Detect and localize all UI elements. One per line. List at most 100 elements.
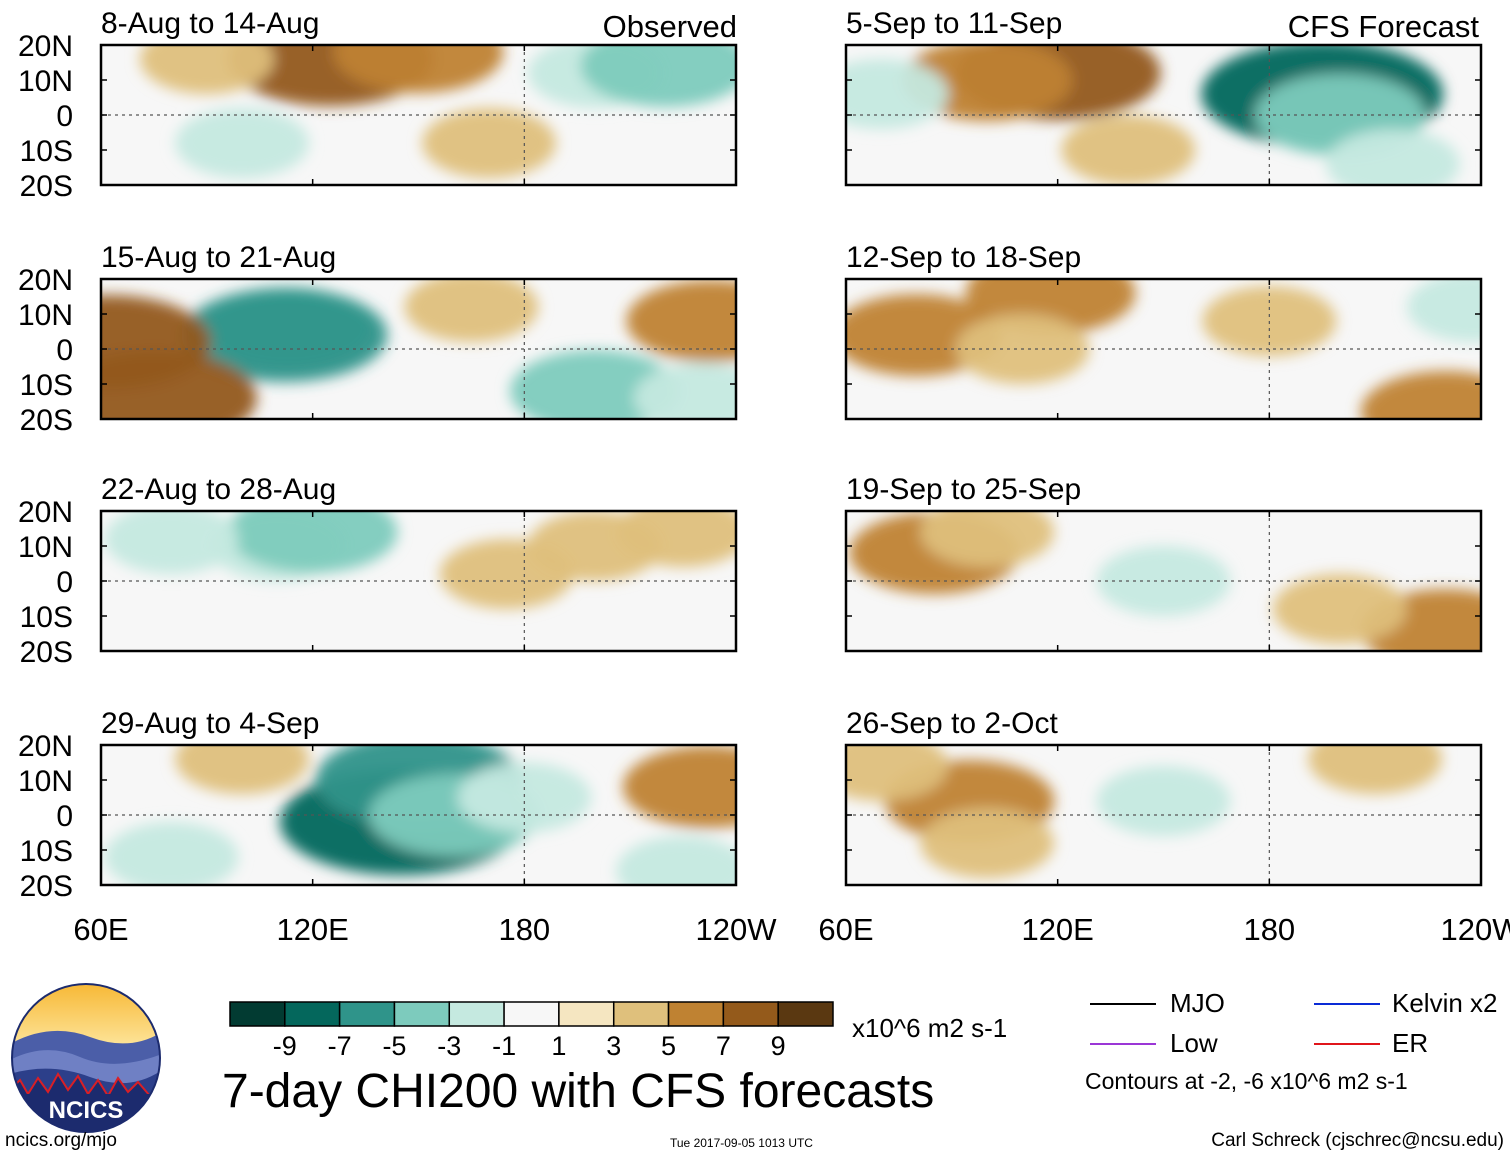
lat-tick-label: 10N [18,299,73,332]
logo-text: NCICS [49,1097,124,1124]
chart-title: 7-day CHI200 with CFS forecasts [222,1065,935,1118]
anomaly-blob [101,295,212,389]
legend-label: ER [1392,1028,1429,1058]
colorbar-tick-label: -9 [273,1031,297,1061]
legend-swatch [1090,1043,1156,1045]
colorbar-tick-label: 1 [551,1031,566,1061]
colorbar-swatch [722,1001,779,1027]
map-panel: 19-Sep to 25-Sep [844,473,1483,653]
colorbar-swatch [777,1001,834,1027]
anomaly-blob [616,836,736,885]
lat-tick-label: 0 [56,566,73,599]
contour-note: Contours at -2, -6 x10^6 m2 s-1 [1085,1068,1408,1094]
colorbar-swatch [229,1001,286,1027]
colorbar-tick-label: 7 [716,1031,731,1061]
lat-tick-label: 20S [20,170,73,203]
anomaly-blob [404,279,539,342]
panel-title: 26-Sep to 2-Oct [846,707,1058,740]
colorbar-tick-label: -3 [437,1031,461,1061]
legend-label: Low [1170,1028,1218,1058]
anomaly-blob [846,59,949,129]
legend-swatch [1314,1003,1380,1005]
anomaly-blob [175,108,310,178]
lat-tick-label: 10N [18,65,73,98]
lat-tick-label: 0 [56,334,73,367]
anomaly-blob [616,511,736,567]
colorbar-swatch [448,1001,505,1027]
panel-title: 8-Aug to 14-Aug [101,7,319,40]
ncics-logo: NCICS [10,982,162,1134]
colorbar-swatch [558,1001,615,1027]
map-panel: 12-Sep to 18-Sep [844,241,1483,421]
anomaly-blob [622,746,736,828]
lon-tick-label: 120W [1441,912,1510,947]
map-panel: 26-Sep to 2-Oct [844,707,1483,887]
anomaly-blob [175,745,310,794]
anomaly-blob [104,822,239,885]
anomaly-blob [626,280,736,362]
panel-title: 5-Sep to 11-Sep [846,7,1062,40]
anomaly-blob [227,511,398,573]
colorbar-units: x10^6 m2 s-1 [852,1013,1008,1043]
anomaly-blob [181,288,388,382]
colorbar-tick-label: -5 [382,1031,406,1061]
anomaly-blob [846,745,949,801]
lon-tick-label: 120W [696,912,778,947]
lat-tick-label: 0 [56,800,73,833]
colorbar-tick-label: -1 [492,1031,516,1061]
lat-tick-label: 20N [18,264,73,297]
legend-swatch [1314,1043,1380,1045]
anomaly-blob [104,511,239,574]
lon-tick-label: 120E [276,912,348,947]
colorbar-tick-label: 3 [606,1031,621,1061]
anomaly-blob [1061,115,1196,185]
lat-tick-label: 20N [18,496,73,529]
lon-tick-label: 60E [73,912,128,947]
colorbar-tick-label: 9 [771,1031,786,1061]
legend-swatch [1090,1003,1156,1005]
footer-site: ncics.org/mjo [5,1130,117,1151]
anomaly-blob [139,45,274,94]
colorbar-swatch [338,1001,396,1027]
legend-label: MJO [1170,988,1225,1018]
panel-title: 22-Aug to 28-Aug [101,473,336,506]
anomaly-blob [1096,766,1231,836]
lon-tick-label: 180 [1243,912,1295,947]
anomaly-blob [1360,371,1481,419]
anomaly-blob [920,808,1055,878]
colorbar-swatch [503,1001,560,1027]
anomaly-blob [1406,279,1481,342]
anomaly-blob [920,511,1055,567]
lat-tick-label: 20S [20,404,73,437]
panel-title: 12-Sep to 18-Sep [846,241,1081,274]
footer-author: Carl Schreck (cjschrec@ncsu.edu) [1211,1130,1504,1151]
lat-tick-label: 10S [20,369,73,402]
anomaly-blob [580,45,736,107]
footer-timestamp: Tue 2017-09-05 1013 UTC [670,1136,813,1150]
anomaly-blob [422,108,557,178]
lat-tick-label: 20S [20,636,73,669]
map-panel: 5-Sep to 11-Sep [844,7,1483,187]
panel-title: 19-Sep to 25-Sep [846,473,1081,506]
lat-tick-label: 20S [20,870,73,903]
lon-tick-label: 60E [818,912,873,947]
lat-tick-label: 0 [56,100,73,133]
lat-tick-label: 10S [20,135,73,168]
colorbar-swatch [667,1001,725,1027]
lat-tick-label: 10N [18,531,73,564]
observed-label: Observed [603,9,737,44]
colorbar-tick-label: -7 [328,1031,352,1061]
legend-label: Kelvin x2 [1392,988,1498,1018]
panel-title: 15-Aug to 21-Aug [101,241,336,274]
lat-tick-label: 10S [20,835,73,868]
anomaly-blob [1272,574,1407,644]
anomaly-blob [1308,745,1443,794]
lat-tick-label: 20N [18,730,73,763]
anomaly-blob [633,363,736,419]
anomaly-blob [333,45,504,93]
forecast-label: CFS Forecast [1288,9,1480,44]
